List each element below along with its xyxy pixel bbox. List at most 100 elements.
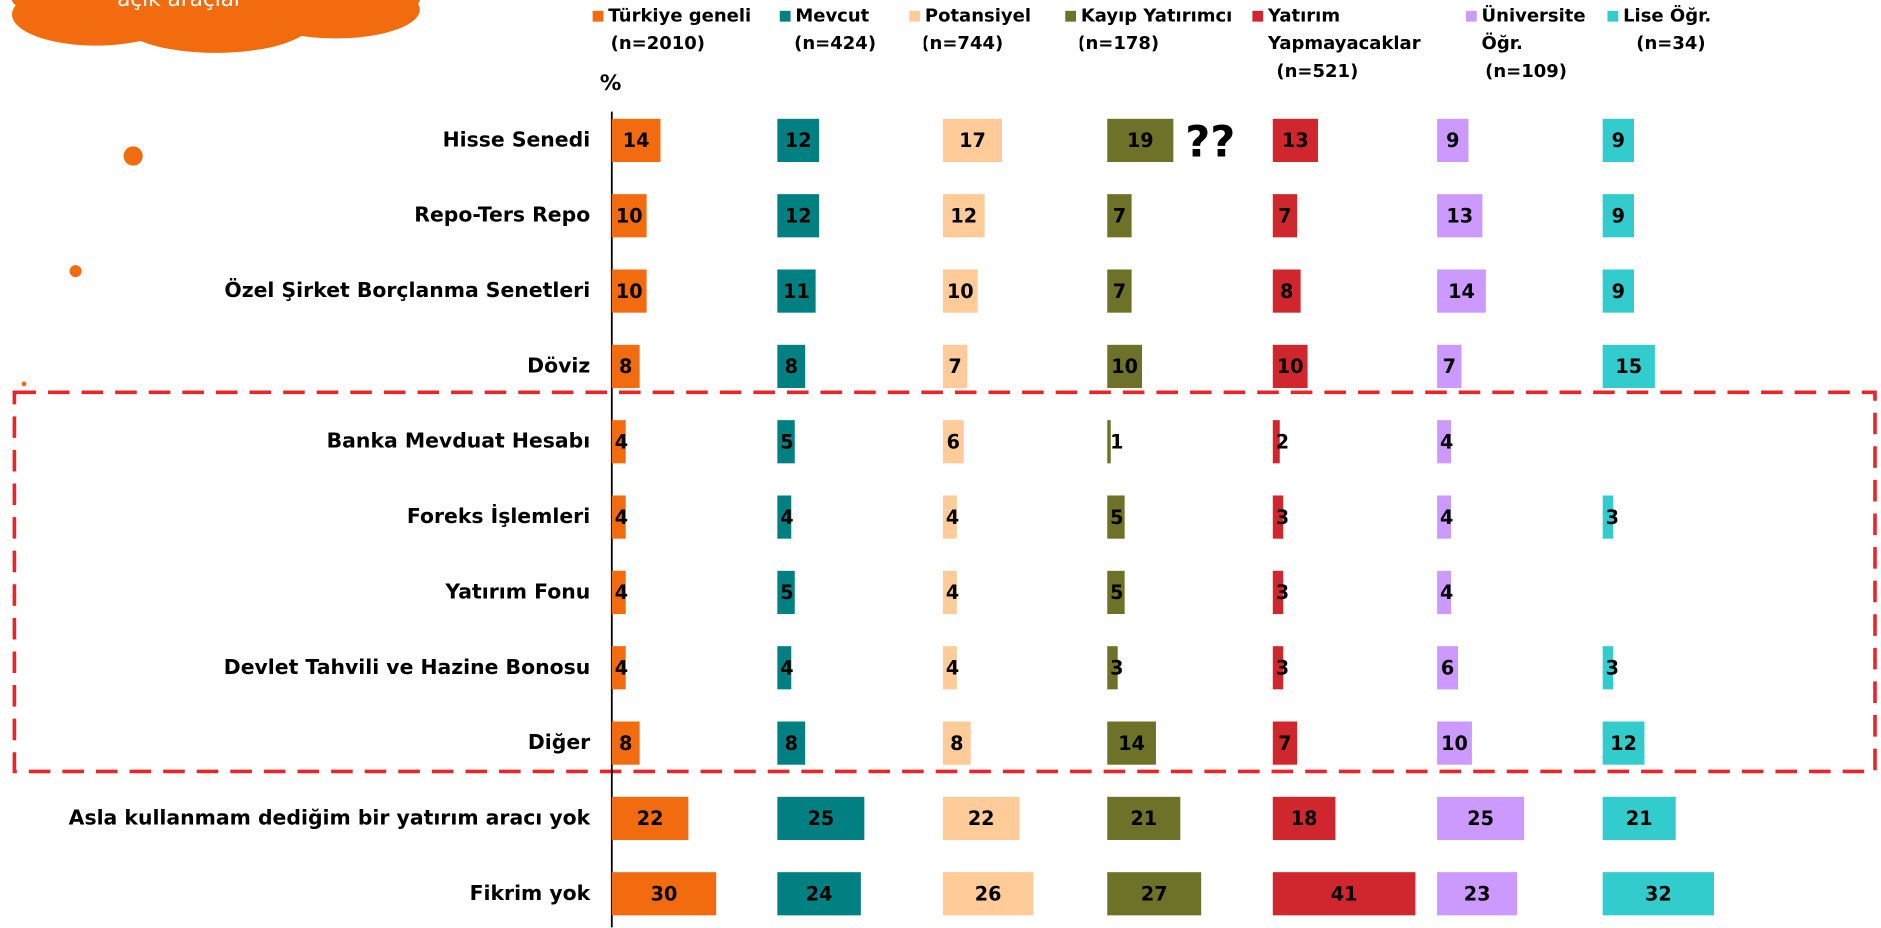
- category-label: Hisse Senedi: [443, 127, 591, 151]
- value-label: 10: [1441, 732, 1468, 755]
- bar: [1437, 796, 1525, 841]
- bar: [942, 721, 971, 765]
- value-label: 4: [946, 656, 959, 679]
- bar: [942, 646, 957, 690]
- legend-swatch: [1607, 10, 1619, 22]
- value-label: 3: [1110, 656, 1123, 679]
- bar: [1437, 646, 1459, 690]
- category-label: Yatırım Fonu: [444, 579, 590, 603]
- value-label: 27: [1141, 882, 1168, 905]
- legend-name: Üniversite Öğr.: [1481, 4, 1586, 55]
- bar: [1272, 721, 1298, 765]
- value-label: 12: [1610, 732, 1637, 755]
- value-label: 9: [1446, 129, 1459, 152]
- value-label: 4: [615, 581, 628, 604]
- legend-name: Kayıp Yatırımcı: [1080, 4, 1233, 27]
- bar: [1437, 570, 1452, 615]
- bar: [1272, 495, 1284, 539]
- bar: [1602, 872, 1715, 916]
- bar: [1602, 721, 1645, 765]
- legend-entry: Mevcut (n=424): [794, 2, 908, 57]
- value-label: 7: [1443, 355, 1456, 378]
- bar: [1272, 570, 1284, 615]
- bar: [611, 872, 717, 916]
- bar: [942, 872, 1034, 916]
- value-label: 6: [1441, 656, 1454, 679]
- legend-item: Mevcut (n=424): [794, 2, 908, 57]
- bar: [1437, 344, 1462, 389]
- bar: [611, 495, 626, 539]
- bar: [1107, 796, 1181, 841]
- bar: [1272, 194, 1298, 238]
- value-label: 12: [785, 204, 812, 227]
- legend-sample: (n=2010): [610, 32, 706, 55]
- value-label: 7: [1113, 280, 1126, 303]
- value-label: 4: [780, 506, 793, 529]
- value-label: 2: [1276, 430, 1289, 453]
- bar: [1437, 872, 1518, 916]
- bar: [1107, 118, 1174, 162]
- value-label: 10: [947, 280, 974, 303]
- bar: [1602, 796, 1676, 841]
- value-label: 8: [785, 732, 798, 755]
- value-label: 14: [1118, 732, 1145, 755]
- legend-swatch: [1465, 10, 1477, 22]
- value-label: 7: [948, 355, 961, 378]
- bar: [1437, 118, 1469, 162]
- bar: [942, 194, 985, 238]
- legend-sample: (n=178): [1079, 32, 1160, 55]
- legend-entry: Türkiye geneli (n=2010): [607, 2, 775, 57]
- value-label: 3: [1276, 581, 1289, 604]
- value-label: 10: [1277, 355, 1304, 378]
- bar: [1107, 646, 1118, 690]
- legend-swatch: [779, 10, 791, 22]
- value-label: 5: [1110, 581, 1123, 604]
- category-label: Repo-Ters Repo: [414, 203, 590, 227]
- legend-swatch: [909, 10, 921, 22]
- value-label: 3: [1606, 656, 1619, 679]
- value-label: 3: [1606, 506, 1619, 529]
- value-label: 17: [959, 129, 986, 152]
- bar: [1602, 344, 1655, 389]
- value-label: 4: [946, 581, 959, 604]
- value-label: 13: [1446, 204, 1473, 227]
- value-label: 3: [1276, 656, 1289, 679]
- value-label: 26: [975, 882, 1002, 905]
- bar: [1107, 570, 1125, 615]
- bar: [1107, 872, 1202, 916]
- bar: [1602, 646, 1614, 690]
- bar: [1602, 495, 1614, 539]
- value-label: 25: [807, 807, 834, 830]
- legend-entry: Kayıp Yatırımcı (n=178): [1080, 2, 1248, 57]
- value-label: 8: [785, 355, 798, 378]
- bar: [1272, 646, 1284, 690]
- category-label: Banka Mevduat Hesabı: [327, 429, 591, 453]
- bar: [777, 796, 865, 841]
- bar: [777, 721, 806, 765]
- bullet-dot: [69, 265, 82, 278]
- legend-sample: (n=744): [923, 32, 1004, 55]
- bar: [777, 570, 795, 615]
- bar: [1602, 269, 1634, 313]
- bar: [777, 495, 792, 539]
- bar: [777, 194, 820, 238]
- legend-swatch: [592, 10, 604, 22]
- bar: [611, 646, 626, 690]
- annotation: açık araçlar: [117, 0, 243, 12]
- bar: [1272, 118, 1319, 162]
- legend-item: Türkiye geneli (n=2010): [607, 2, 775, 57]
- value-label: 9: [1612, 280, 1625, 303]
- legend-swatch: [1065, 10, 1077, 22]
- value-label: 18: [1291, 807, 1318, 830]
- bar: [1272, 796, 1336, 841]
- bar: [1437, 495, 1452, 539]
- value-label: 22: [968, 807, 995, 830]
- bar: [611, 796, 689, 841]
- bar: [611, 269, 647, 313]
- value-label: 13: [1282, 129, 1309, 152]
- value-label: 4: [615, 430, 628, 453]
- bar: [611, 194, 647, 238]
- value-label: 7: [1113, 204, 1126, 227]
- bar: [942, 420, 964, 464]
